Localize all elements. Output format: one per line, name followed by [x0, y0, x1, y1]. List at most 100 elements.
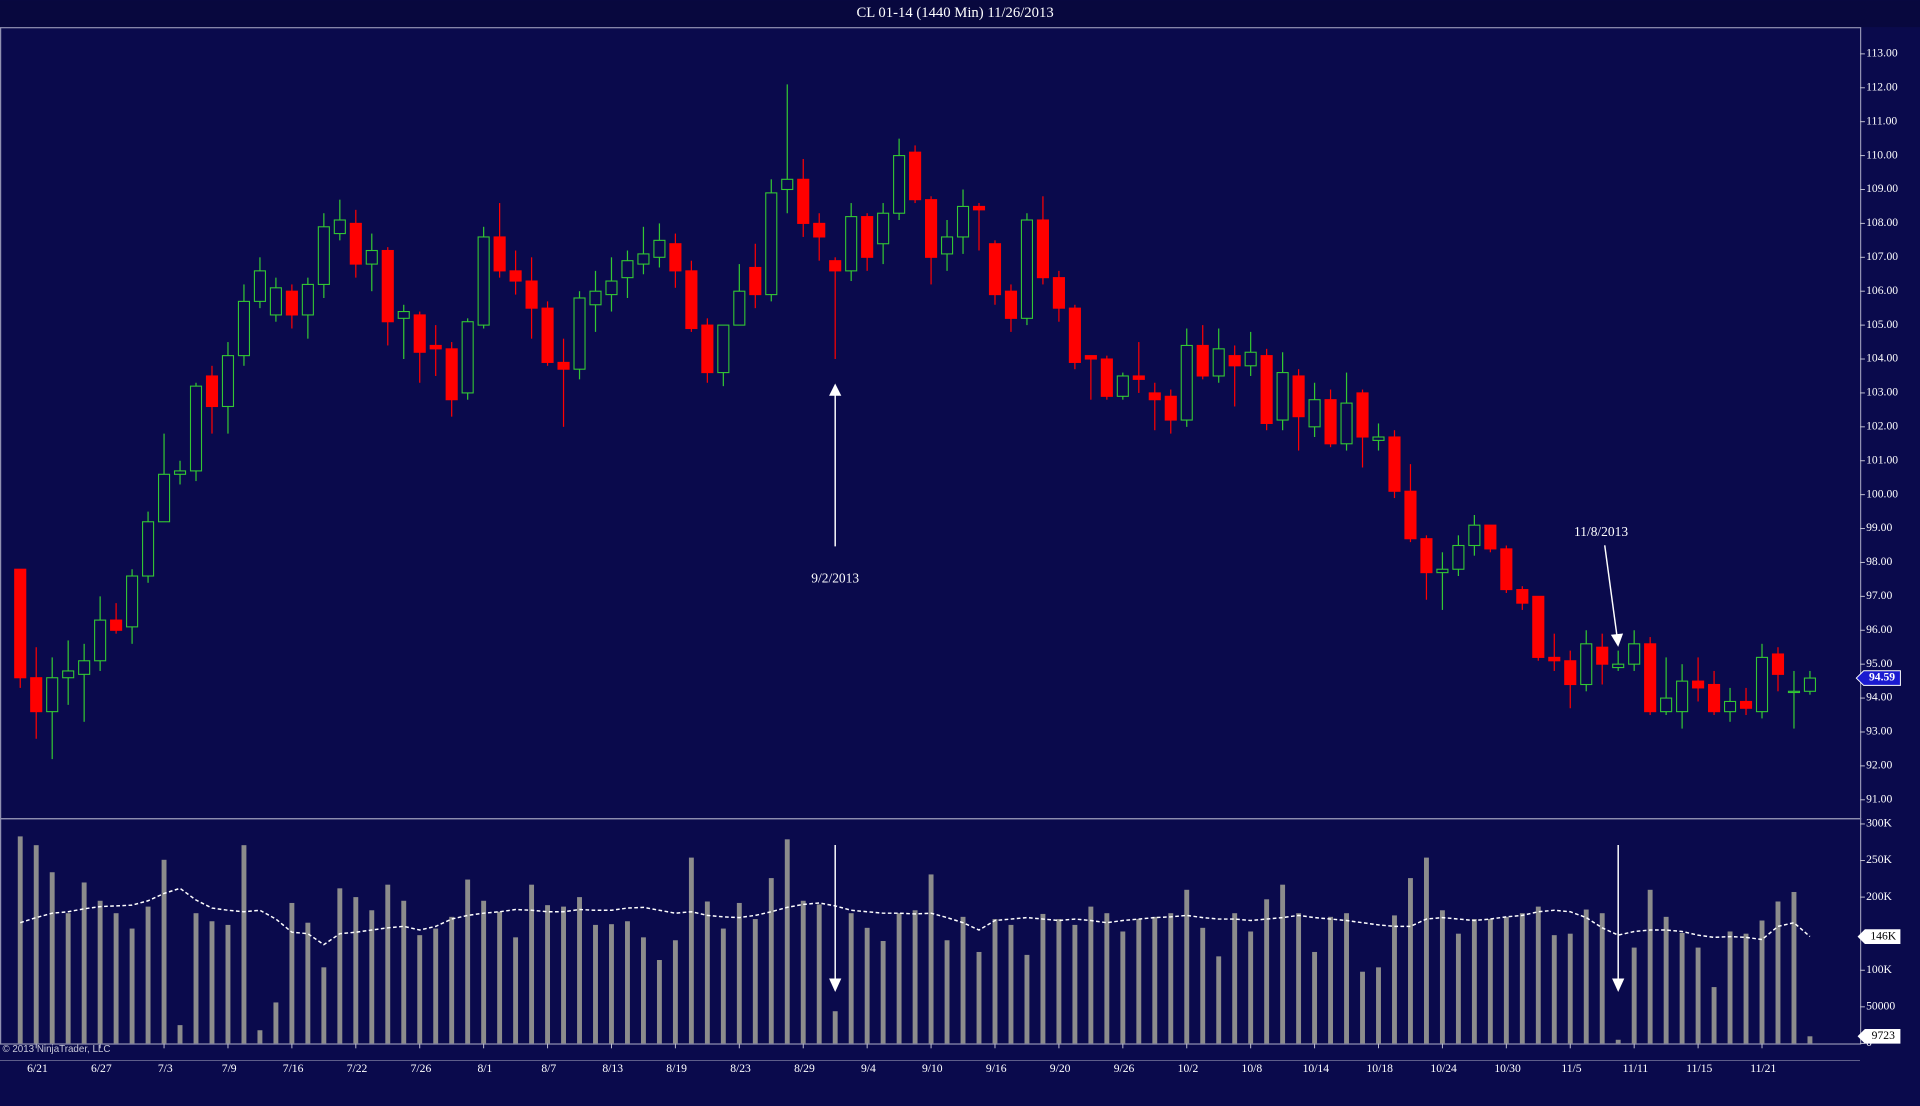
x-tick-label: 10/8 — [1242, 1062, 1263, 1075]
volume-bar — [1360, 971, 1365, 1044]
candle-body — [301, 283, 314, 316]
candle-body — [1212, 348, 1225, 377]
candle-body — [1292, 375, 1305, 418]
candle-body — [781, 178, 794, 191]
candle-body — [1036, 219, 1049, 279]
candle-body — [1612, 663, 1625, 669]
y-tick-label: 108.00 — [1866, 216, 1898, 229]
x-tick-label: 11/15 — [1686, 1062, 1712, 1075]
candle-body — [142, 521, 155, 577]
candle-body — [1324, 399, 1337, 445]
candle-body — [1564, 660, 1577, 686]
volume-bar — [1344, 913, 1349, 1044]
candle-body — [221, 355, 235, 408]
candle-body — [893, 155, 906, 214]
volume-bar — [1184, 889, 1190, 1044]
candle-body — [461, 321, 474, 394]
volume-bar — [1791, 891, 1797, 1044]
candle-body — [1803, 677, 1817, 692]
last-volume-label: 9723 — [1872, 1029, 1895, 1042]
x-tick-label: 9/26 — [1114, 1062, 1135, 1075]
candle-body — [30, 677, 43, 713]
x-tick-label: 7/26 — [411, 1062, 432, 1075]
x-tick-label: 7/22 — [347, 1062, 368, 1075]
volume-bar — [1471, 919, 1477, 1044]
annotation-text: 11/8/2013 — [1574, 524, 1628, 539]
candle-body — [909, 151, 922, 201]
candle-body — [253, 270, 266, 302]
volume-bar — [672, 940, 678, 1044]
candle-body — [493, 236, 506, 272]
volume-bar — [1376, 967, 1381, 1044]
candle-body — [126, 575, 139, 628]
candle-body — [669, 243, 682, 272]
candle-body — [956, 205, 970, 238]
candle-body — [1755, 656, 1769, 713]
y-tick-label: 103.00 — [1866, 386, 1898, 399]
candle-body — [1676, 680, 1689, 713]
volume-tick-label: 50000 — [1866, 1000, 1895, 1013]
candle-body — [1356, 392, 1369, 438]
volume-bar — [880, 940, 886, 1044]
candle-body — [1068, 307, 1081, 363]
candle-body — [557, 361, 570, 370]
candle-body — [1436, 568, 1449, 574]
volume-bar — [1200, 927, 1206, 1044]
candle-body — [157, 473, 171, 523]
volume-tick-label: 200K — [1866, 890, 1892, 903]
volume-bar — [561, 906, 566, 1044]
volume-bar — [545, 905, 551, 1044]
candle-body — [1196, 344, 1209, 377]
y-tick-label: 92.00 — [1866, 759, 1892, 772]
candle-body — [1628, 643, 1641, 665]
y-tick-label: 102.00 — [1866, 420, 1898, 433]
y-tick-label: 113.00 — [1866, 47, 1898, 60]
volume-bar — [481, 900, 487, 1044]
candle-body — [397, 310, 410, 319]
volume-bar — [832, 1011, 838, 1044]
candle-body — [1452, 544, 1465, 570]
candle-body — [285, 290, 298, 316]
x-tick-label: 11/21 — [1750, 1062, 1776, 1075]
y-tick-label: 112.00 — [1866, 80, 1898, 93]
y-tick-label: 106.00 — [1866, 284, 1898, 297]
candle-body — [877, 212, 890, 245]
candle-body — [701, 324, 714, 374]
candle-body — [1723, 700, 1737, 713]
candle-body — [429, 344, 442, 350]
candle-body — [1116, 375, 1129, 397]
candle-body — [813, 222, 826, 238]
candle-body — [445, 348, 458, 401]
candle-body — [1484, 524, 1497, 550]
volume-bar — [1008, 924, 1014, 1044]
y-tick-label: 94.00 — [1866, 691, 1892, 704]
candle-body — [1244, 351, 1257, 367]
volume-bar — [1807, 1036, 1813, 1044]
volume-bar — [976, 951, 982, 1044]
volume-bar — [720, 928, 726, 1044]
volume-bar — [688, 857, 694, 1044]
volume-bar — [305, 922, 311, 1044]
y-tick-label: 109.00 — [1866, 182, 1898, 195]
volume-bar — [49, 872, 55, 1044]
volume-bar — [145, 906, 151, 1044]
volume-bar — [736, 902, 742, 1044]
volume-bar — [1631, 947, 1637, 1044]
volume-bar — [1711, 987, 1717, 1044]
candle-body — [1020, 219, 1034, 319]
volume-bar — [1328, 916, 1334, 1044]
volume-bar — [593, 924, 598, 1044]
candle-body — [1340, 402, 1353, 445]
candle-body — [1404, 490, 1417, 540]
candle-body — [1548, 656, 1561, 662]
volume-bar — [529, 884, 535, 1044]
x-tick-label: 11/5 — [1561, 1062, 1581, 1075]
y-tick-label: 110.00 — [1866, 148, 1898, 161]
candle-body — [1100, 358, 1113, 397]
volume-bar — [768, 878, 774, 1044]
current-price-marker — [1855, 670, 1901, 686]
candle-body — [589, 290, 602, 306]
candle-body — [1468, 524, 1481, 547]
volume-bar — [944, 940, 950, 1044]
volume-bar — [800, 900, 806, 1044]
